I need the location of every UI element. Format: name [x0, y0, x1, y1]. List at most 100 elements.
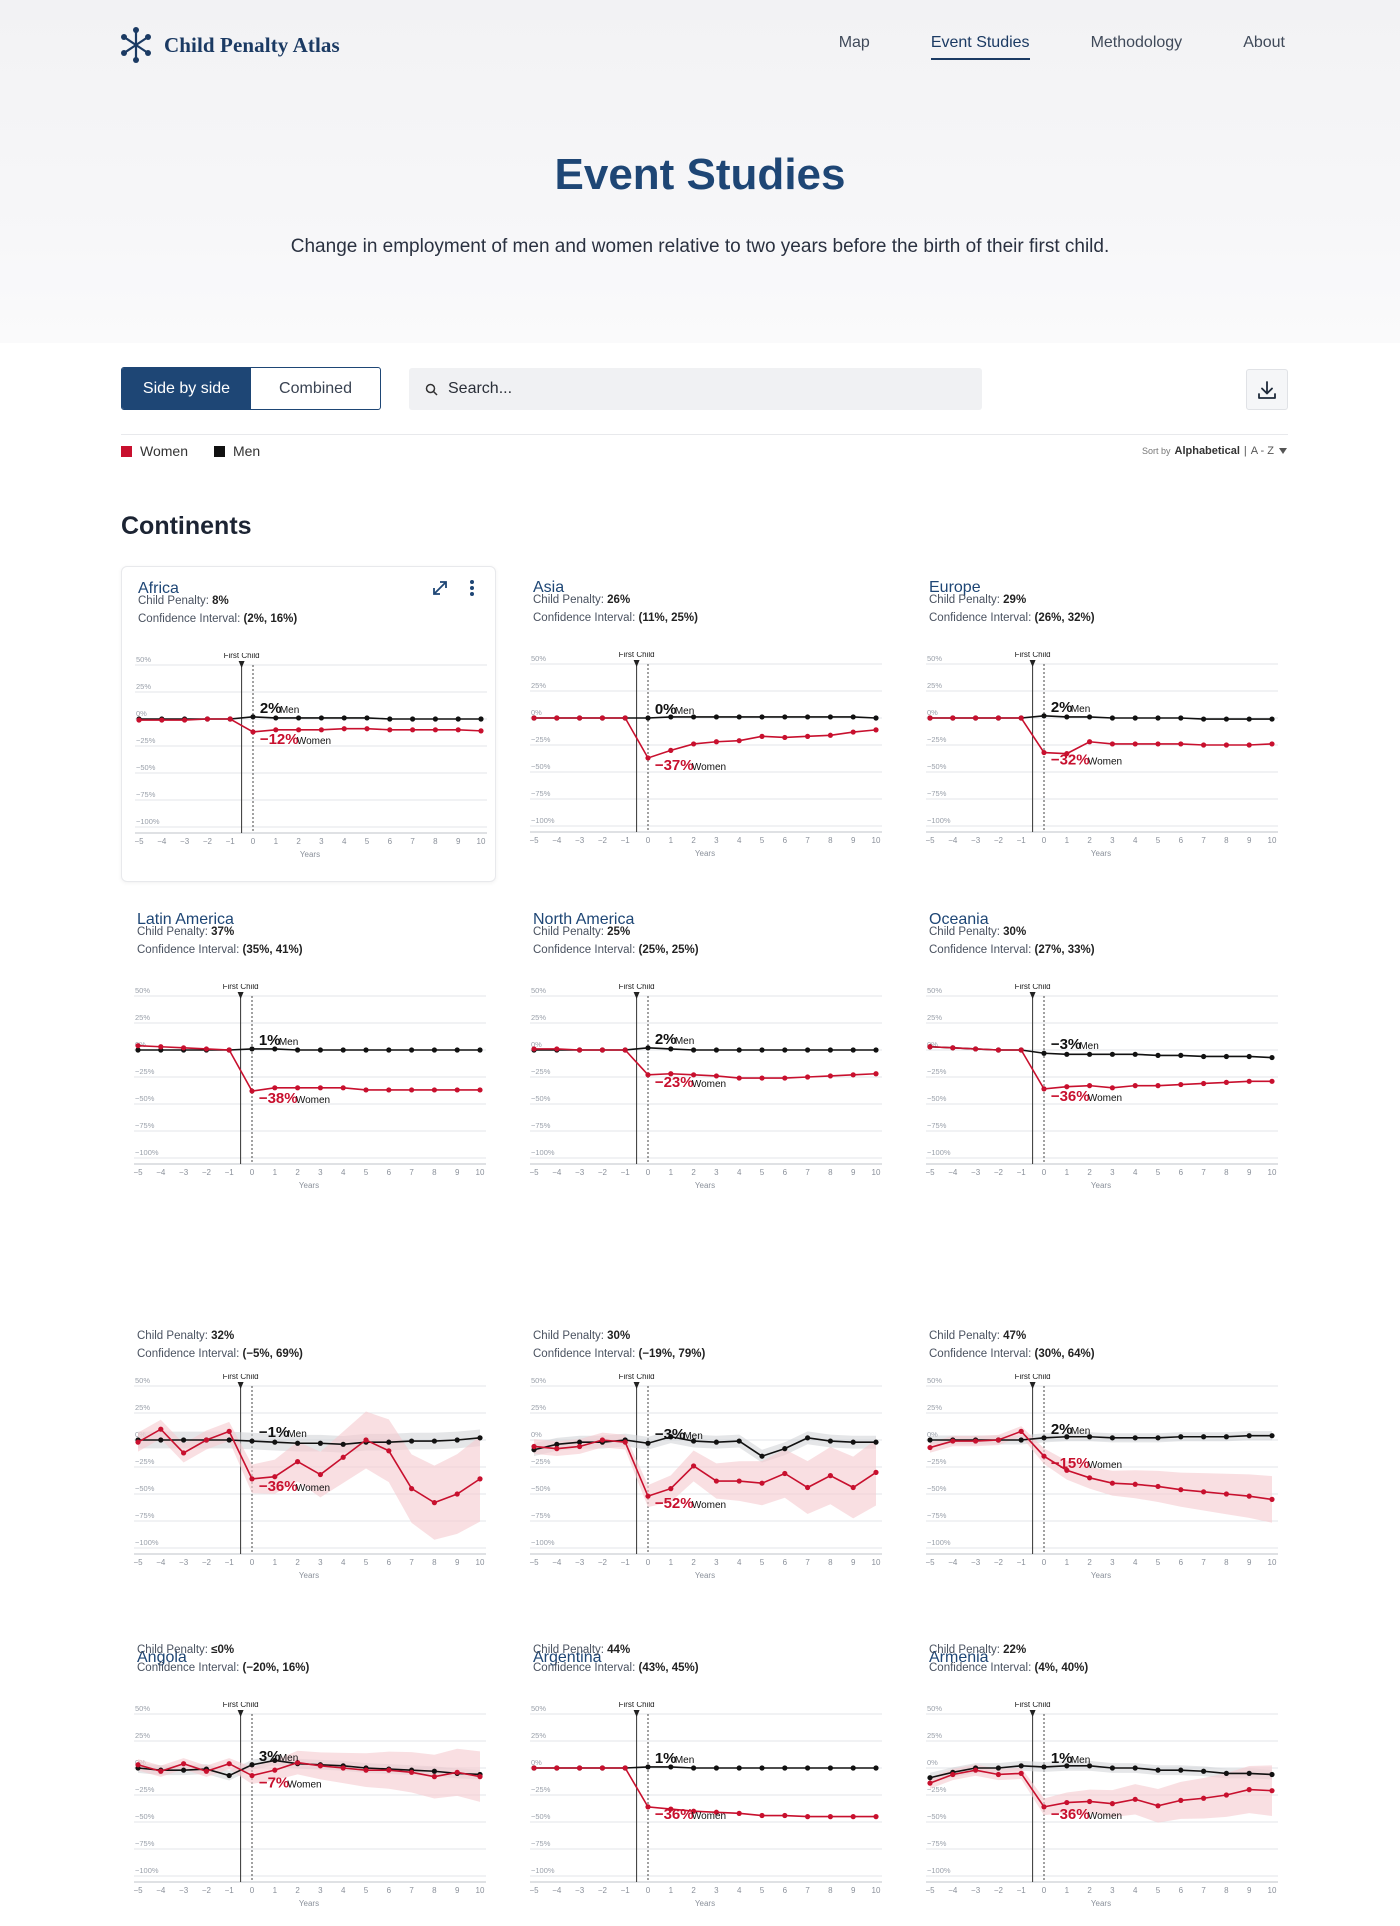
men-data-point: [1132, 715, 1138, 721]
men-data-point: [645, 715, 651, 721]
confidence-interval-stat: Confidence Interval: (−5%, 69%): [137, 1348, 303, 1360]
nav-about[interactable]: About: [1243, 34, 1285, 51]
logo[interactable]: Child Penalty Atlas: [120, 26, 340, 64]
y-tick-label: 0%: [531, 1430, 542, 1439]
first-child-arrow-icon: [237, 1710, 244, 1717]
women-series-label: Women: [1088, 757, 1122, 768]
event-study-card[interactable]: Asia Child Penalty: 26% Confidence Interva…: [517, 566, 892, 882]
nav-event-studies[interactable]: Event Studies: [930, 34, 1030, 60]
x-tick-label: 7: [1201, 1886, 1206, 1895]
event-study-card[interactable]: Latin America Child Penalty: 37% Confidenc…: [121, 898, 496, 1214]
confidence-interval-stat: Confidence Interval: (25%, 25%): [533, 944, 699, 956]
x-tick-label: −4: [552, 836, 562, 845]
women-data-point: [927, 1444, 933, 1451]
event-study-card[interactable]: Oceania Child Penalty: 30% Confidence Inte…: [913, 898, 1288, 1214]
x-tick-label: −4: [552, 1558, 562, 1567]
men-data-point: [713, 1047, 719, 1053]
x-tick-label: 9: [1247, 1886, 1252, 1895]
stat-label: Confidence Interval:: [533, 1662, 639, 1674]
event-study-card[interactable]: Child Penalty: 47% Confidence Interval: (…: [913, 1308, 1288, 1624]
card-title[interactable]: Armenia: [929, 1649, 989, 1666]
card-title[interactable]: Angola: [137, 1649, 187, 1666]
search-input[interactable]: [448, 380, 928, 398]
y-tick-label: −100%: [135, 1148, 159, 1157]
side-by-side-button[interactable]: Side by side: [122, 368, 251, 409]
men-value-label: 0%: [655, 701, 677, 718]
women-data-point: [1223, 1792, 1229, 1798]
men-data-point: [736, 714, 742, 720]
event-study-card[interactable]: Africa Child Penalty: 8% Confidence Interv…: [121, 566, 496, 882]
women-data-point: [850, 1484, 856, 1491]
x-tick-label: −1: [1017, 836, 1027, 845]
card-title[interactable]: Argentina: [533, 1649, 602, 1666]
confidence-interval-stat: Confidence Interval: (43%, 45%): [533, 1662, 699, 1674]
x-tick-label: 1: [274, 837, 279, 846]
women-data-point: [577, 1765, 583, 1771]
y-tick-label: −50%: [531, 1484, 551, 1493]
men-series-line: [533, 1435, 876, 1458]
nav-map[interactable]: Map: [838, 34, 870, 51]
women-series-line: [533, 1439, 877, 1498]
download-button[interactable]: [1246, 369, 1288, 410]
y-tick-label: −50%: [927, 1094, 947, 1103]
x-tick-label: 8: [828, 1168, 833, 1177]
men-value-label: −1%: [259, 1424, 289, 1441]
event-study-card[interactable]: Angola Child Penalty: ≤0% Confidence Inter…: [121, 1636, 496, 1926]
x-tick-label: −5: [529, 1168, 539, 1177]
card-title[interactable]: Europe: [929, 579, 981, 596]
stat-value: (26%, 32%): [1034, 612, 1095, 624]
card-title[interactable]: Latin America: [137, 911, 234, 928]
x-tick-label: 7: [1201, 1558, 1206, 1567]
y-tick-label: −75%: [927, 1839, 947, 1848]
men-data-point: [577, 1439, 583, 1445]
first-child-arrow-icon: [238, 661, 245, 668]
nav-methodology[interactable]: Methodology: [1090, 34, 1183, 51]
women-data-point: [158, 1426, 164, 1432]
event-study-card[interactable]: Argentina Child Penalty: 44% Confidence In…: [517, 1636, 892, 1926]
event-study-card[interactable]: Child Penalty: 32% Confidence Interval: (…: [121, 1308, 496, 1624]
card-title[interactable]: Africa: [138, 580, 179, 597]
x-tick-label: 3: [1110, 836, 1115, 845]
men-data-point: [387, 716, 393, 722]
y-tick-label: 25%: [531, 681, 546, 690]
men-data-point: [272, 1439, 278, 1445]
men-data-point: [386, 1439, 392, 1445]
event-study-card[interactable]: Child Penalty: 30% Confidence Interval: (…: [517, 1308, 892, 1624]
x-tick-label: −2: [598, 1168, 608, 1177]
card-title[interactable]: North America: [533, 911, 635, 928]
x-tick-label: 0: [251, 837, 256, 846]
event-study-card[interactable]: Europe Child Penalty: 29% Confidence Inter…: [913, 566, 1288, 882]
women-data-point: [713, 1809, 719, 1815]
women-data-point: [1178, 741, 1184, 747]
x-tick-label: 1: [273, 1558, 278, 1567]
women-data-point: [410, 727, 416, 733]
women-data-point: [713, 1478, 719, 1484]
sort-control[interactable]: Sort by Alphabetical | A - Z: [1142, 445, 1288, 457]
women-data-point: [455, 727, 461, 733]
stat-label: Child Penalty:: [533, 594, 608, 606]
first-child-label: First Child: [223, 1702, 259, 1709]
event-study-card[interactable]: Armenia Child Penalty: 22% Confidence Inte…: [913, 1636, 1288, 1926]
x-tick-label: −1: [1017, 1168, 1027, 1177]
women-series-label: Women: [692, 1811, 726, 1822]
men-data-point: [713, 1439, 719, 1445]
men-data-point: [432, 716, 438, 722]
women-data-point: [554, 1446, 560, 1452]
y-tick-label: −25%: [927, 1457, 947, 1466]
more-options-icon[interactable]: [469, 579, 475, 597]
x-tick-label: −5: [925, 836, 935, 845]
men-data-point: [1223, 1434, 1229, 1440]
x-tick-label: 1: [1065, 1886, 1070, 1895]
card-title[interactable]: Oceania: [929, 911, 989, 928]
card-title[interactable]: Asia: [533, 579, 565, 596]
stat-label: Child Penalty:: [138, 595, 213, 607]
expand-icon[interactable]: [431, 579, 449, 597]
men-data-point: [873, 1765, 879, 1771]
men-data-point: [295, 1440, 301, 1446]
first-child-label: First Child: [223, 984, 259, 991]
event-study-card[interactable]: North America Child Penalty: 25% Confidenc…: [517, 898, 892, 1214]
women-confidence-band: [930, 1764, 1272, 1823]
women-data-point: [477, 1476, 483, 1482]
confidence-interval-stat: Confidence Interval: (2%, 16%): [138, 613, 297, 625]
combined-button[interactable]: Combined: [279, 379, 352, 397]
